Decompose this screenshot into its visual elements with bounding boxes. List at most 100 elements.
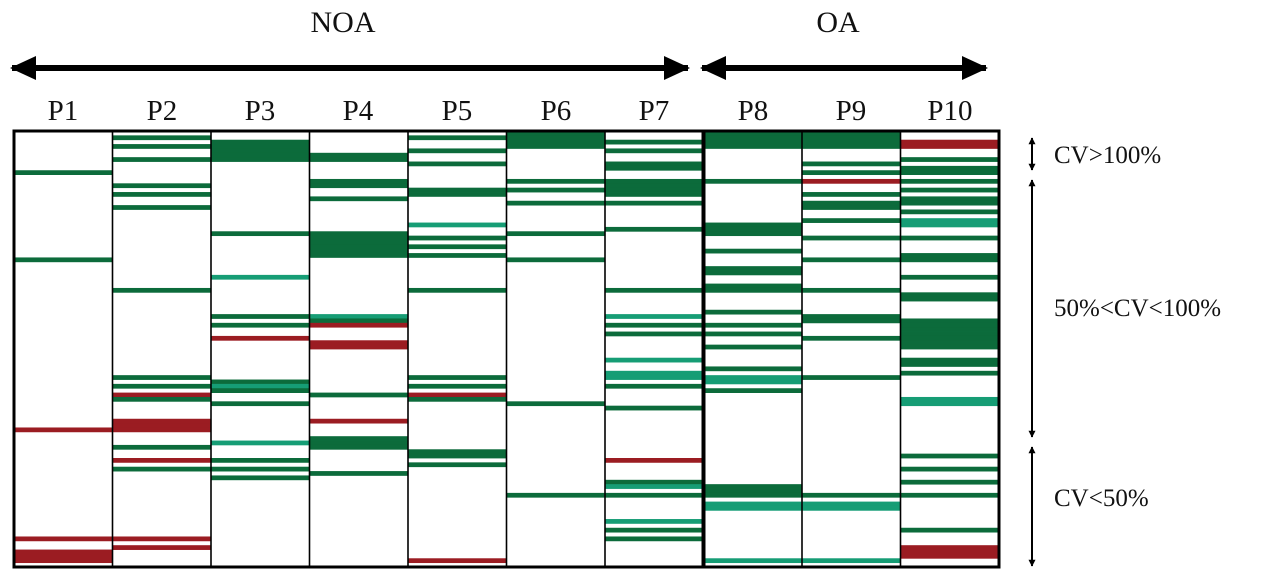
cell-p8-row-55: [703, 366, 802, 372]
cell-p8-row-58: [703, 379, 802, 385]
cell-p8-row-24: [703, 231, 802, 237]
cell-p10-row-96: [900, 545, 999, 550]
cell-p5-row-2: [408, 135, 507, 141]
cell-p8-row-84: [703, 492, 802, 498]
cell-p2-row-59: [112, 383, 211, 389]
column-label-p5: P5: [442, 95, 473, 127]
cell-p5-row-27: [408, 244, 507, 250]
cell-p7-row-23: [605, 226, 704, 232]
cell-p8-row-28: [703, 248, 802, 254]
cell-p4-row-49: [309, 340, 408, 346]
cell-p7-row-57: [605, 375, 704, 380]
cell-p6-row-84: [506, 492, 605, 498]
cell-p3-row-63: [211, 401, 310, 407]
cell-p7-row-76: [605, 458, 704, 463]
column-label-p1: P1: [48, 95, 79, 127]
cell-p7-row-81: [605, 479, 704, 485]
cell-p2-row-7: [112, 157, 211, 162]
cell-p1-row-10: [14, 170, 113, 175]
cell-p2-row-76: [112, 458, 211, 463]
cell-p7-row-47: [605, 331, 704, 337]
cell-p9-row-3: [802, 139, 901, 145]
cell-p5-row-14: [408, 187, 507, 193]
cell-p4-row-72: [309, 440, 408, 446]
cell-p7-row-5: [605, 148, 704, 154]
cell-p2-row-67: [112, 418, 211, 424]
cell-p2-row-57: [112, 375, 211, 380]
cell-p10-row-17: [900, 200, 999, 206]
cell-p3-row-3: [211, 139, 310, 145]
cell-p10-row-53: [900, 357, 999, 363]
cell-p2-row-18: [112, 205, 211, 210]
cell-p4-row-16: [309, 196, 408, 202]
cell-p10-row-48: [900, 335, 999, 341]
cell-p8-row-23: [703, 226, 802, 232]
cell-p1-row-99: [14, 558, 113, 564]
noa-range-arrow: [10, 56, 690, 80]
cell-p4-row-25: [309, 235, 408, 241]
cell-p10-row-21: [900, 218, 999, 223]
cell-p5-row-29: [408, 253, 507, 258]
cell-p4-row-61: [309, 392, 408, 398]
cell-p7-row-94: [605, 536, 704, 542]
cell-p10-row-4: [900, 144, 999, 149]
cell-p2-row-62: [112, 396, 211, 402]
cell-p5-row-62: [408, 396, 507, 402]
cell-p7-row-45: [605, 322, 704, 328]
cell-p8-row-37: [703, 287, 802, 293]
cell-p5-row-22: [408, 222, 507, 228]
cell-p7-row-64: [605, 405, 704, 411]
cell-p7-row-56: [605, 370, 704, 376]
cell-p8-row-42: [703, 309, 802, 315]
cell-p10-row-14: [900, 187, 999, 193]
cell-p10-row-22: [900, 222, 999, 228]
cell-p9-row-8: [802, 161, 901, 167]
cell-p8-row-86: [703, 501, 802, 507]
cell-p3-row-45: [211, 322, 310, 328]
cell-p4-row-6: [309, 152, 408, 158]
cell-p7-row-43: [605, 314, 704, 319]
cell-p8-row-32: [703, 266, 802, 271]
cell-p2-row-2: [112, 135, 211, 141]
cell-p8-row-99: [703, 558, 802, 564]
cell-p3-row-76: [211, 458, 310, 463]
cell-p4-row-12: [309, 178, 408, 184]
cell-p2-row-61: [112, 392, 211, 398]
cell-p10-row-49: [900, 340, 999, 346]
cell-p6-row-1: [506, 131, 605, 136]
cell-p9-row-48: [802, 335, 901, 341]
cell-p10-row-34: [900, 274, 999, 280]
cell-p6-row-2: [506, 135, 605, 141]
cell-p5-row-37: [408, 287, 507, 293]
cell-p10-row-97: [900, 549, 999, 555]
cell-p9-row-43: [802, 314, 901, 319]
cell-p10-row-39: [900, 296, 999, 302]
cell-p4-row-13: [309, 183, 408, 189]
cell-p4-row-28: [309, 248, 408, 254]
cell-p8-row-1: [703, 131, 802, 136]
cell-p10-row-78: [900, 466, 999, 472]
cell-p2-row-15: [112, 192, 211, 197]
cell-p7-row-9: [605, 165, 704, 171]
cell-p4-row-45: [309, 322, 408, 328]
cell-p1-row-94: [14, 536, 113, 542]
cell-p4-row-44: [309, 318, 408, 324]
cell-p10-row-16: [900, 196, 999, 202]
column-label-p8: P8: [738, 95, 769, 127]
cell-p10-row-47: [900, 331, 999, 337]
cell-p7-row-53: [605, 357, 704, 363]
cell-p8-row-3: [703, 139, 802, 145]
cell-p8-row-87: [703, 505, 802, 511]
cell-p9-row-4: [802, 144, 901, 149]
cell-p5-row-74: [408, 449, 507, 455]
cell-p8-row-47: [703, 331, 802, 337]
cell-p1-row-98: [14, 553, 113, 559]
cell-p8-row-60: [703, 388, 802, 393]
cell-p2-row-73: [112, 444, 211, 450]
cell-p2-row-68: [112, 423, 211, 428]
cell-p10-row-84: [900, 492, 999, 498]
cell-p6-row-14: [506, 187, 605, 193]
cell-p7-row-37: [605, 287, 704, 293]
cell-p9-row-15: [802, 192, 901, 197]
cell-p10-row-25: [900, 235, 999, 241]
